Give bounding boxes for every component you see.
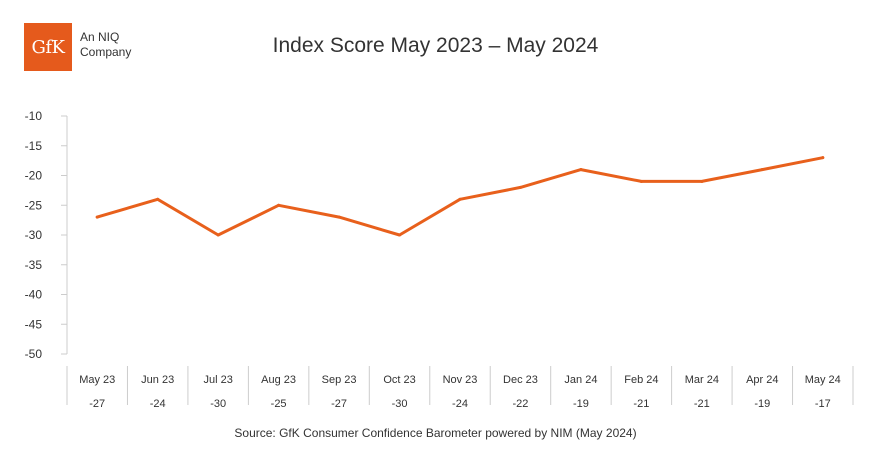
- y-tick-label: -45: [25, 317, 43, 331]
- data-table-value: -30: [392, 398, 408, 410]
- y-tick-label: -40: [25, 288, 43, 302]
- chart-title: Index Score May 2023 – May 2024: [272, 34, 599, 57]
- x-tick-label: Jul 23: [203, 374, 232, 386]
- data-point: [216, 233, 220, 237]
- data-table-value: -19: [754, 398, 770, 410]
- y-tick-label: -35: [25, 258, 43, 272]
- x-tick-label: Aug 23: [261, 374, 296, 386]
- tagline-line-2: Company: [80, 45, 132, 59]
- data-table-value: -21: [694, 398, 710, 410]
- data-point: [579, 168, 583, 172]
- data-table-value: -30: [210, 398, 226, 410]
- y-tick-label: -10: [25, 109, 43, 123]
- y-tick-label: -20: [25, 169, 43, 183]
- y-tick-label: -30: [25, 228, 43, 242]
- data-table-value: -27: [89, 398, 105, 410]
- series-line: [95, 156, 825, 237]
- data-point: [458, 197, 462, 201]
- x-tick-label: Apr 24: [746, 374, 778, 386]
- data-table-value: -25: [271, 398, 287, 410]
- y-axis: -10 -15 -20 -25 -30 -35 -40 -45 -50: [25, 109, 68, 361]
- x-tick-label: May 23: [79, 374, 115, 386]
- data-point: [156, 197, 160, 201]
- data-table-value: -27: [331, 398, 347, 410]
- data-point: [95, 215, 99, 219]
- x-tick-label: Jan 24: [564, 374, 597, 386]
- x-tick-label: Oct 23: [383, 374, 415, 386]
- data-point: [821, 156, 825, 160]
- data-point: [518, 185, 522, 189]
- x-tick-label: Jun 23: [141, 374, 174, 386]
- gfk-logo: GfK: [24, 23, 72, 71]
- x-tick-label: May 24: [805, 374, 841, 386]
- data-table-value: -22: [513, 398, 529, 410]
- y-tick-label: -25: [25, 198, 43, 212]
- data-table-value: -17: [815, 398, 831, 410]
- data-table-value: -24: [452, 398, 468, 410]
- data-point: [700, 179, 704, 183]
- data-table-value: -21: [633, 398, 649, 410]
- x-tick-label: Nov 23: [443, 374, 478, 386]
- tagline-line-1: An NIQ: [80, 30, 120, 44]
- data-point: [398, 233, 402, 237]
- data-table-value: -24: [150, 398, 166, 410]
- x-tick-label: Sep 23: [322, 374, 357, 386]
- x-tick-label: Dec 23: [503, 374, 538, 386]
- data-point: [639, 179, 643, 183]
- data-point: [337, 215, 341, 219]
- data-point: [760, 168, 764, 172]
- data-table: May 23 -27 Jun 23 -24 Jul 23 -30 Aug 23 -25 Sep …: [66, 366, 854, 410]
- y-tick-label: -50: [25, 347, 43, 361]
- x-tick-label: Feb 24: [624, 374, 658, 386]
- x-tick-label: Mar 24: [685, 374, 719, 386]
- series: [95, 156, 825, 237]
- data-point: [277, 203, 281, 207]
- y-tick-label: -15: [25, 139, 43, 153]
- logo-tagline: An NIQ Company: [80, 30, 160, 60]
- data-table-value: -19: [573, 398, 589, 410]
- line-chart: -10 -15 -20 -25 -30 -35 -40 -45 -50 May 23 -27 Jun…: [25, 109, 854, 410]
- source-note: Source: GfK Consumer Confidence Baromete…: [234, 426, 637, 440]
